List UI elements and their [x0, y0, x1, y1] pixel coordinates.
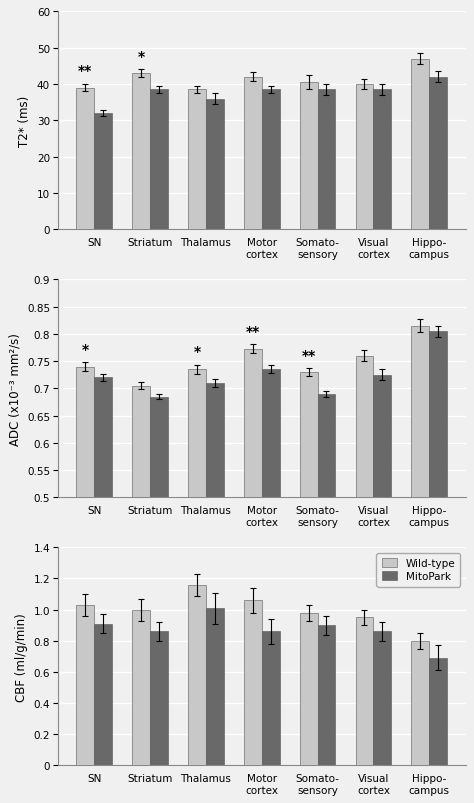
Bar: [262, 91, 280, 230]
Bar: [262, 632, 280, 765]
Bar: [374, 375, 391, 770]
Bar: [76, 605, 94, 765]
Text: **: **: [246, 324, 260, 338]
Bar: [300, 84, 318, 230]
Bar: [150, 91, 168, 230]
Y-axis label: CBF (ml/g/min): CBF (ml/g/min): [15, 612, 28, 701]
Bar: [94, 378, 112, 770]
Bar: [300, 373, 318, 770]
Bar: [318, 394, 336, 770]
Bar: [429, 78, 447, 230]
Bar: [76, 88, 94, 230]
Bar: [206, 609, 224, 765]
Bar: [374, 632, 391, 765]
Bar: [94, 114, 112, 230]
Bar: [262, 370, 280, 770]
Bar: [188, 585, 206, 765]
Bar: [429, 658, 447, 765]
Bar: [411, 326, 429, 770]
Bar: [411, 641, 429, 765]
Bar: [206, 100, 224, 230]
Bar: [244, 601, 262, 765]
Bar: [150, 397, 168, 770]
Bar: [94, 624, 112, 765]
Bar: [188, 370, 206, 770]
Bar: [244, 78, 262, 230]
Bar: [318, 91, 336, 230]
Bar: [411, 59, 429, 230]
Legend: Wild-type, MitoPark: Wild-type, MitoPark: [376, 552, 460, 587]
Bar: [132, 386, 150, 770]
Bar: [244, 349, 262, 770]
Bar: [300, 613, 318, 765]
Text: *: *: [137, 50, 145, 64]
Bar: [132, 610, 150, 765]
Bar: [132, 74, 150, 230]
Bar: [76, 367, 94, 770]
Bar: [374, 91, 391, 230]
Bar: [356, 618, 374, 765]
Text: **: **: [78, 64, 92, 79]
Y-axis label: T2* (ms): T2* (ms): [18, 96, 31, 147]
Y-axis label: ADC (x10⁻³ mm²/s): ADC (x10⁻³ mm²/s): [9, 332, 21, 446]
Bar: [206, 384, 224, 770]
Bar: [150, 632, 168, 765]
Bar: [318, 626, 336, 765]
Bar: [429, 332, 447, 770]
Text: *: *: [82, 342, 89, 357]
Bar: [356, 85, 374, 230]
Text: **: **: [301, 349, 316, 362]
Text: *: *: [193, 345, 201, 359]
Bar: [188, 91, 206, 230]
Bar: [356, 357, 374, 770]
